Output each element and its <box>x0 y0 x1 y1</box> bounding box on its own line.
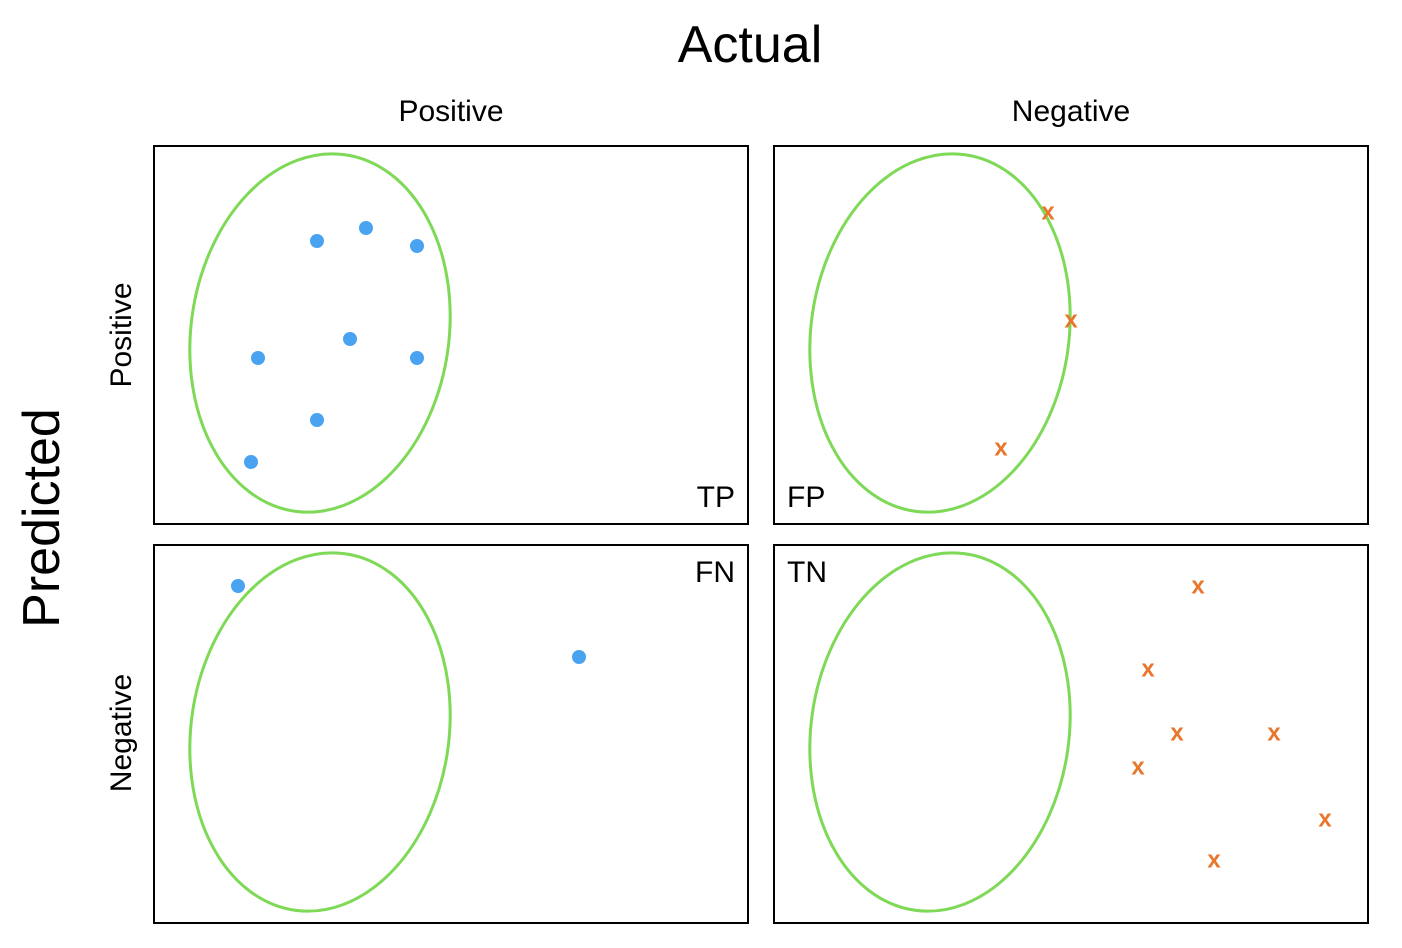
predicted-positive-region <box>808 152 1072 514</box>
negative-point: x <box>1318 806 1332 833</box>
row-label-negative: Negative <box>105 673 138 793</box>
negative-point: x <box>1064 307 1078 334</box>
negative-point: x <box>1041 199 1055 226</box>
negative-point: x <box>1191 573 1205 600</box>
column-label-positive: Positive <box>398 95 504 128</box>
predicted-positive-region <box>188 152 452 514</box>
row-label-positive: Positive <box>105 282 138 388</box>
cell-label-fp: FP <box>787 481 826 514</box>
positive-point <box>572 650 586 664</box>
negative-point: x <box>1207 847 1221 874</box>
cell-label-fn: FN <box>695 556 735 589</box>
cell-plot-fn <box>188 551 586 913</box>
cell-false-negative: FN <box>153 544 749 924</box>
positive-point <box>310 413 324 427</box>
cell-plot-fp: x x x <box>808 152 1078 514</box>
positive-point <box>310 234 324 248</box>
positive-point <box>244 455 258 469</box>
column-label-negative: Negative <box>1011 95 1131 128</box>
chart-title: Actual <box>677 16 823 74</box>
predicted-positive-region <box>808 551 1072 913</box>
positive-point <box>251 351 265 365</box>
positive-point <box>231 579 245 593</box>
negative-point: x <box>1170 720 1184 747</box>
predicted-positive-region <box>188 551 452 913</box>
cell-label-tp: TP <box>696 481 735 514</box>
negative-point: x <box>994 435 1008 462</box>
positive-point <box>410 351 424 365</box>
positive-point <box>410 239 424 253</box>
negative-point: x <box>1141 656 1155 683</box>
cell-plot-tp <box>188 152 452 514</box>
cell-true-positive: TP <box>153 145 749 525</box>
negative-point: x <box>1267 720 1281 747</box>
cell-label-tn: TN <box>787 556 827 589</box>
positive-point <box>343 332 357 346</box>
y-axis-title: Predicted <box>13 408 71 628</box>
negative-point: x <box>1131 754 1145 781</box>
cell-false-positive: x x x FP <box>773 145 1369 525</box>
positive-point <box>359 221 373 235</box>
